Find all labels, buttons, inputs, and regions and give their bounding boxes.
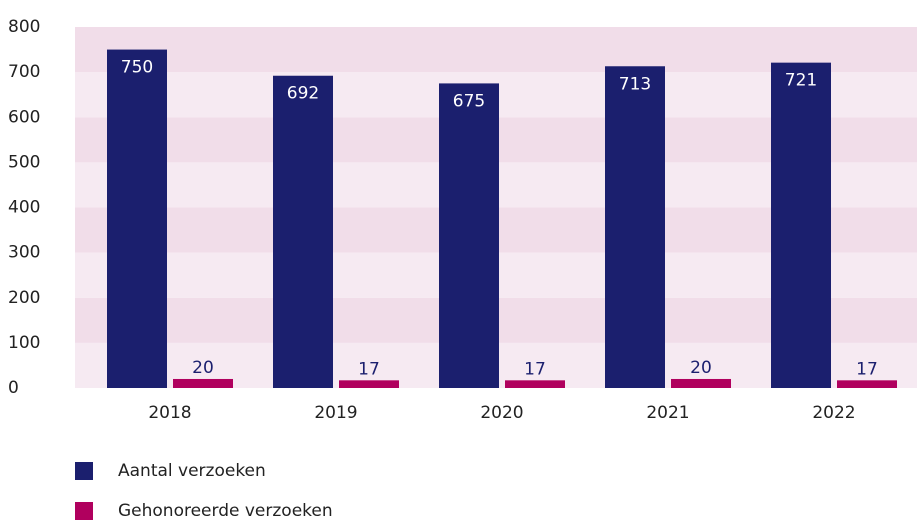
data-label: 713 (619, 74, 651, 94)
bar (605, 66, 665, 388)
bar (771, 62, 831, 389)
y-tick-label: 200 (8, 288, 40, 308)
bar (173, 378, 233, 388)
x-tick-label: 2018 (148, 403, 191, 423)
y-tick-label: 800 (8, 17, 40, 37)
legend-label: Gehonoreerde verzoeken (118, 501, 333, 520)
data-label: 20 (192, 358, 214, 378)
y-tick-label: 600 (8, 107, 40, 127)
bar (273, 75, 333, 389)
bar (439, 83, 499, 388)
data-label: 692 (287, 84, 319, 104)
x-tick-label: 2021 (646, 403, 689, 423)
y-tick-label: 400 (8, 198, 40, 218)
data-label: 675 (453, 91, 485, 111)
y-tick-label: 300 (8, 243, 40, 263)
x-tick-label: 2020 (480, 403, 523, 423)
y-tick-label: 700 (8, 62, 40, 82)
x-tick-label: 2022 (812, 403, 855, 423)
bar (505, 380, 565, 388)
y-tick-label: 100 (8, 333, 40, 353)
data-label: 17 (856, 359, 878, 379)
data-label: 17 (358, 359, 380, 379)
bar (339, 380, 399, 388)
legend-label: Aantal verzoeken (118, 461, 266, 481)
bar (671, 378, 731, 388)
bar (107, 49, 167, 388)
x-tick-label: 2019 (314, 403, 357, 423)
legend-swatch (75, 502, 93, 520)
y-tick-label: 500 (8, 152, 40, 172)
legend-swatch (75, 462, 93, 480)
y-tick-label: 0 (8, 378, 19, 398)
data-label: 721 (785, 71, 817, 91)
bar (837, 380, 897, 388)
data-label: 750 (121, 58, 153, 78)
data-label: 17 (524, 359, 546, 379)
data-label: 20 (690, 358, 712, 378)
